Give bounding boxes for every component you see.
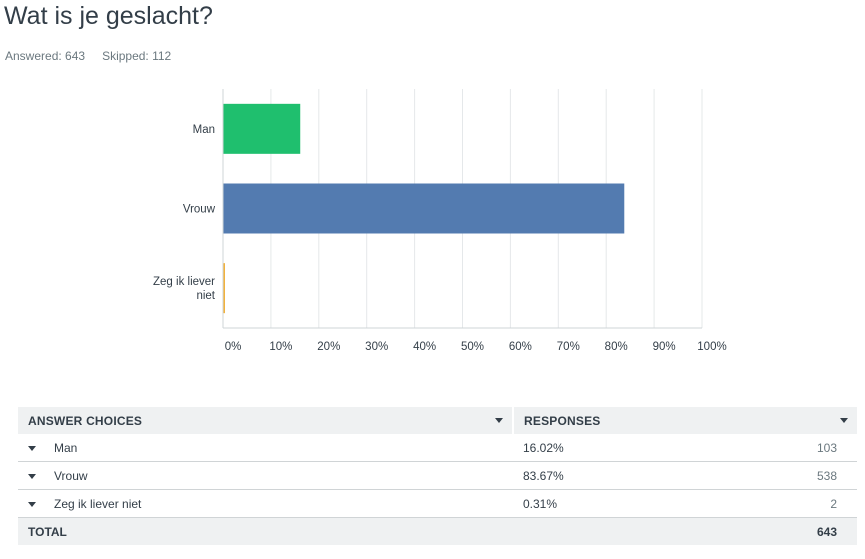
- table-header-row: ANSWER CHOICES RESPONSES: [18, 407, 857, 434]
- expand-caret-icon[interactable]: [28, 501, 36, 507]
- table-row: Man 16.02% 103: [18, 434, 857, 462]
- expand-caret-icon[interactable]: [28, 473, 36, 479]
- bar-chart: 0% 10% 20% 30% 40% 50% 60% 70% 80% 90% 100% Man Vrou…: [153, 89, 727, 353]
- bar: [223, 103, 301, 154]
- response-cell: 83.67% 538: [513, 461, 857, 490]
- x-tick-label: 20%: [317, 341, 340, 353]
- skipped-count: Skipped: 112: [102, 49, 172, 63]
- x-tick-label: 90%: [653, 341, 676, 353]
- sort-caret-icon[interactable]: [840, 418, 848, 423]
- x-tick-label: 80%: [605, 341, 628, 353]
- x-tick-label: 60%: [509, 341, 532, 353]
- answer-choice-label: Vrouw: [54, 468, 88, 483]
- responses-header-label: RESPONSES: [524, 413, 601, 428]
- answer-choice-label: Man: [54, 440, 78, 455]
- answered-count: Answered: 643: [5, 49, 86, 63]
- response-cell: 16.02% 103: [513, 434, 857, 462]
- category-label: Man: [193, 124, 215, 136]
- x-tick-label: 50%: [461, 341, 484, 353]
- responses-header[interactable]: RESPONSES: [513, 407, 857, 434]
- response-percent: 83.67%: [523, 468, 564, 483]
- answer-choices-header-label: ANSWER CHOICES: [28, 413, 143, 428]
- table-row: Zeg ik liever niet 0.31% 2: [18, 489, 857, 518]
- category-label: Zeg ik liever: [153, 276, 215, 288]
- answer-choice-cell: Zeg ik liever niet: [18, 489, 513, 518]
- answer-choice-cell: Man: [18, 434, 513, 462]
- category-label: niet: [196, 290, 215, 302]
- x-tick-label: 70%: [557, 341, 580, 353]
- response-count: 103: [816, 440, 837, 455]
- answer-choices-header[interactable]: ANSWER CHOICES: [18, 407, 514, 434]
- question-title: Wat is je geslacht?: [4, 2, 213, 30]
- category-label: Vrouw: [183, 204, 216, 216]
- response-count: 538: [816, 468, 837, 483]
- response-percent: 0.31%: [523, 496, 558, 511]
- answer-choice-cell: Vrouw: [18, 461, 513, 490]
- total-count: 643: [513, 517, 857, 545]
- x-tick-label: 100%: [697, 341, 726, 353]
- response-cell: 0.31% 2: [513, 489, 857, 518]
- bar: [223, 183, 625, 234]
- expand-caret-icon[interactable]: [28, 445, 36, 451]
- response-stats: Answered: 643 Skipped: 112: [5, 49, 171, 63]
- response-percent: 16.02%: [523, 440, 564, 455]
- table-row: Vrouw 83.67% 538: [18, 461, 857, 490]
- sort-caret-icon[interactable]: [495, 418, 503, 423]
- total-label: TOTAL: [18, 517, 513, 545]
- answer-choice-label: Zeg ik liever niet: [54, 496, 142, 511]
- answer-summary-table: ANSWER CHOICES RESPONSES Man 16.02% 103: [18, 407, 857, 545]
- x-tick-label: 40%: [413, 341, 436, 353]
- response-count: 2: [830, 496, 837, 511]
- x-tick-label: 30%: [365, 341, 388, 353]
- bar: [223, 263, 225, 314]
- x-tick-label: 0%: [225, 341, 242, 353]
- table-total-row: TOTAL 643: [18, 517, 857, 545]
- x-tick-label: 10%: [269, 341, 292, 353]
